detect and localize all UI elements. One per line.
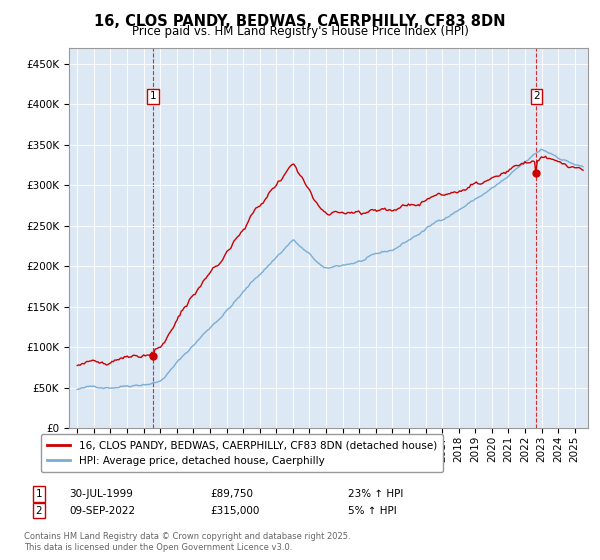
Text: 1: 1	[35, 489, 43, 499]
Legend: 16, CLOS PANDY, BEDWAS, CAERPHILLY, CF83 8DN (detached house), HPI: Average pric: 16, CLOS PANDY, BEDWAS, CAERPHILLY, CF83…	[41, 434, 443, 472]
Text: 2: 2	[533, 91, 540, 101]
Text: £89,750: £89,750	[210, 489, 253, 499]
Text: 1: 1	[150, 91, 157, 101]
Text: 2: 2	[35, 506, 43, 516]
Text: 30-JUL-1999: 30-JUL-1999	[69, 489, 133, 499]
Text: 5% ↑ HPI: 5% ↑ HPI	[348, 506, 397, 516]
Text: Price paid vs. HM Land Registry's House Price Index (HPI): Price paid vs. HM Land Registry's House …	[131, 25, 469, 38]
Text: Contains HM Land Registry data © Crown copyright and database right 2025.
This d: Contains HM Land Registry data © Crown c…	[24, 533, 350, 552]
Text: £315,000: £315,000	[210, 506, 259, 516]
Text: 16, CLOS PANDY, BEDWAS, CAERPHILLY, CF83 8DN: 16, CLOS PANDY, BEDWAS, CAERPHILLY, CF83…	[94, 14, 506, 29]
Text: 23% ↑ HPI: 23% ↑ HPI	[348, 489, 403, 499]
Text: 09-SEP-2022: 09-SEP-2022	[69, 506, 135, 516]
